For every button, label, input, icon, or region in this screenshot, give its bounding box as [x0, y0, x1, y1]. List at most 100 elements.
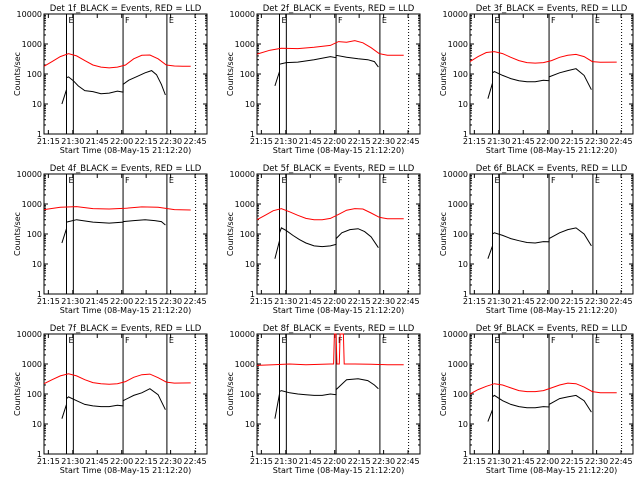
- x-tick-label: 21:45: [512, 457, 535, 466]
- event-marker-label: F: [125, 336, 130, 345]
- x-tick-label: 22:00: [110, 457, 133, 466]
- x-tick-label: 22:00: [536, 297, 559, 306]
- series-black-events: [487, 394, 592, 422]
- y-tick-label: 100: [27, 70, 42, 79]
- x-tick-label: 21:15: [37, 137, 60, 146]
- chart-panel-2: Det 2f_BLACK = Events, RED = LLD 1 10 100 10…: [226, 4, 421, 155]
- y-axis-label: Counts/sec: [439, 212, 448, 256]
- chart-panel-4: Det 4f_BLACK = Events, RED = LLD 1 10 100 10…: [13, 164, 208, 315]
- x-tick-label: 22:15: [135, 137, 158, 146]
- y-tick-label: 10: [458, 100, 468, 109]
- x-tick-label: 22:15: [561, 297, 584, 306]
- y-tick-label: 100: [453, 70, 468, 79]
- x-tick-label: 22:00: [323, 137, 346, 146]
- chart-panel-8: Det 8f_BLACK = Events, RED = LLD 1 10 100 10…: [226, 324, 421, 475]
- x-tick-label: 22:00: [110, 297, 133, 306]
- chart-title: Det 9f_BLACK = Events, RED = LLD: [476, 324, 628, 334]
- y-tick-label: 1: [37, 130, 42, 139]
- y-axis-label: Counts/sec: [13, 212, 22, 256]
- x-tick-label: 22:45: [184, 137, 207, 146]
- event-marker-label: E: [169, 176, 174, 185]
- chart-panel-6: Det 6f_BLACK = Events, RED = LLD 1 10 100 10…: [439, 164, 634, 315]
- event-marker-label: F: [338, 176, 343, 185]
- y-tick-label: 10: [245, 420, 255, 429]
- event-marker-label: F: [551, 16, 556, 25]
- y-tick-label: 10000: [443, 330, 468, 339]
- x-tick-label: 22:30: [372, 137, 395, 146]
- y-tick-label: 1000: [22, 200, 42, 209]
- y-tick-label: 1000: [235, 200, 255, 209]
- event-marker-label: E: [494, 336, 499, 345]
- x-axis-label: Start Time (08-May-15 21:12:20): [60, 466, 191, 475]
- series-black-events: [487, 68, 592, 99]
- x-tick-label: 21:15: [463, 457, 486, 466]
- x-tick-label: 21:30: [274, 297, 297, 306]
- x-tick-label: 21:30: [487, 297, 510, 306]
- x-tick-label: 21:45: [512, 297, 535, 306]
- series-red-lld: [256, 40, 404, 56]
- x-axis-label: Start Time (08-May-15 21:12:20): [60, 146, 191, 155]
- x-tick-label: 21:45: [299, 137, 322, 146]
- x-tick-label: 21:30: [61, 137, 84, 146]
- x-tick-label: 22:15: [135, 297, 158, 306]
- y-axis-label: Counts/sec: [13, 372, 22, 416]
- y-tick-label: 1: [37, 450, 42, 459]
- x-tick-label: 22:45: [397, 457, 420, 466]
- x-tick-label: 22:15: [561, 137, 584, 146]
- series-red-lld: [256, 208, 404, 221]
- chart-panel-1: Det 1f_BLACK = Events, RED = LLD 1 10 100 10…: [13, 4, 208, 155]
- y-tick-label: 1: [37, 290, 42, 299]
- series-red-lld: [469, 51, 617, 64]
- chart-panel-7: Det 7f_BLACK = Events, RED = LLD 1 10 100 10…: [13, 324, 208, 475]
- x-axis-label: Start Time (08-May-15 21:12:20): [273, 466, 404, 475]
- x-tick-label: 22:45: [610, 457, 633, 466]
- y-tick-label: 1000: [448, 200, 468, 209]
- y-axis-label: Counts/sec: [226, 212, 235, 256]
- y-tick-label: 10: [245, 260, 255, 269]
- event-marker-label: F: [338, 336, 343, 345]
- x-tick-label: 21:15: [37, 457, 60, 466]
- x-tick-label: 21:15: [37, 297, 60, 306]
- y-tick-label: 100: [453, 390, 468, 399]
- event-marker-label: E: [382, 176, 387, 185]
- event-marker-label: E: [281, 16, 286, 25]
- y-tick-label: 100: [240, 390, 255, 399]
- y-axis-label: Counts/sec: [226, 372, 235, 416]
- y-tick-label: 10000: [17, 170, 42, 179]
- event-marker-label: E: [595, 336, 600, 345]
- x-tick-label: 21:15: [463, 297, 486, 306]
- y-tick-label: 1000: [22, 360, 42, 369]
- event-marker-label: E: [281, 176, 286, 185]
- y-tick-label: 10000: [443, 170, 468, 179]
- plot-frame: [256, 13, 421, 135]
- chart-title: Det 2f_BLACK = Events, RED = LLD: [263, 4, 415, 14]
- y-axis-label: Counts/sec: [226, 52, 235, 96]
- x-tick-label: 22:45: [610, 137, 633, 146]
- series-black-events: [487, 227, 592, 259]
- y-axis-label: Counts/sec: [439, 52, 448, 96]
- event-marker-label: F: [551, 176, 556, 185]
- event-marker-label: F: [125, 176, 130, 185]
- series-black-events: [274, 227, 379, 259]
- y-tick-label: 1: [250, 290, 255, 299]
- event-marker-label: E: [68, 336, 73, 345]
- y-tick-label: 10: [32, 260, 42, 269]
- x-tick-label: 22:30: [585, 297, 608, 306]
- x-tick-label: 22:15: [348, 457, 371, 466]
- series-black-events: [274, 378, 379, 419]
- y-tick-label: 1: [463, 290, 468, 299]
- x-tick-label: 21:45: [86, 457, 109, 466]
- y-axis-label: Counts/sec: [439, 372, 448, 416]
- x-axis-label: Start Time (08-May-15 21:12:20): [486, 146, 617, 155]
- plot-frame: [256, 333, 421, 455]
- series-red-lld: [256, 333, 404, 366]
- x-tick-label: 21:30: [487, 457, 510, 466]
- x-tick-label: 22:45: [184, 297, 207, 306]
- chart-title: Det 4f_BLACK = Events, RED = LLD: [50, 164, 202, 174]
- event-marker-label: E: [68, 16, 73, 25]
- event-marker-label: F: [338, 16, 343, 25]
- y-tick-label: 10: [458, 420, 468, 429]
- x-axis-label: Start Time (08-May-15 21:12:20): [60, 306, 191, 315]
- x-tick-label: 22:15: [561, 457, 584, 466]
